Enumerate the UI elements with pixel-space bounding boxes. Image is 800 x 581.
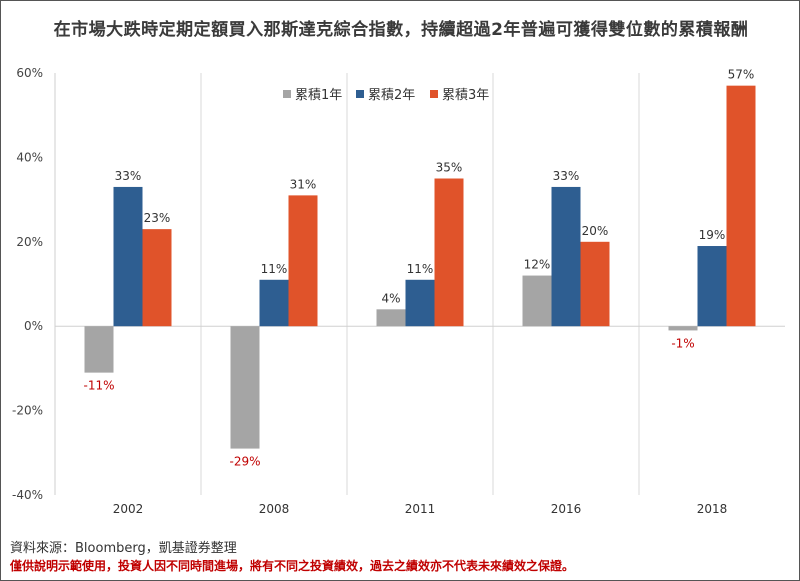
chart-title: 在市場大跌時定期定額買入那斯達克綜合指數，持續超過2年普遍可獲得雙位數的累積報酬 [53,20,749,40]
bar-累積2年-2018 [697,246,727,327]
bar-累積1年-2018 [668,326,698,331]
data-label: 31% [290,177,317,191]
data-label: 23% [144,211,171,225]
y-tick-label: -40% [12,488,43,502]
data-label: 20% [582,224,609,238]
bar-累積3年-2008 [288,195,318,327]
data-label: 35% [436,161,463,175]
bar-累積1年-2011 [376,309,406,327]
data-label: -11% [83,379,114,393]
category-label: 2002 [113,502,144,516]
legend-swatch [430,90,438,98]
data-label: 33% [553,169,580,183]
legend-label: 累積1年 [295,88,342,103]
bar-累積2年-2011 [405,279,435,327]
category-label: 2011 [405,502,436,516]
data-label: 11% [407,262,434,276]
data-label: -1% [671,336,694,350]
y-tick-label: -20% [12,404,43,418]
legend-swatch [356,90,364,98]
data-label: -29% [229,455,260,469]
bar-累積1年-2016 [522,275,552,327]
bar-累積1年-2002 [84,326,114,373]
data-label: 19% [699,228,726,242]
legend-swatch [283,90,291,98]
source-note: 資料來源：Bloomberg，凱基證券整理 [10,541,237,556]
legend-label: 累積3年 [442,88,489,103]
bar-累積3年-2018 [726,85,756,327]
data-label: 11% [261,262,288,276]
data-label: 57% [728,68,755,82]
category-label: 2018 [697,502,728,516]
bar-累積3年-2016 [580,241,610,327]
bar-累積3年-2011 [434,178,464,327]
bar-累積2年-2008 [259,279,289,327]
bar-累積1年-2008 [230,326,260,449]
data-label: 4% [381,291,400,305]
y-tick-label: 0% [24,319,43,333]
data-label: 12% [524,258,551,272]
y-tick-label: 20% [16,235,43,249]
bar-累積2年-2002 [113,186,143,327]
legend-label: 累積2年 [368,88,415,103]
y-tick-label: 40% [16,150,43,164]
data-label: 33% [115,169,142,183]
category-label: 2008 [259,502,290,516]
disclaimer-note: 僅供說明示範使用，投資人因不同時間進場，將有不同之投資績效，過去之績效亦不代表未… [10,559,575,573]
category-label: 2016 [551,502,582,516]
bar-累積2年-2016 [551,186,581,327]
bar-累積3年-2002 [142,229,172,327]
y-tick-label: 60% [16,66,43,80]
